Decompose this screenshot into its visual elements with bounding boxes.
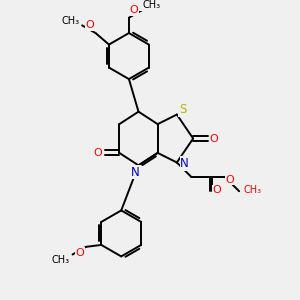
Text: CH₃: CH₃: [244, 185, 262, 195]
Text: O: O: [210, 134, 219, 143]
Text: O: O: [225, 175, 234, 185]
Text: N: N: [131, 166, 140, 178]
Text: CH₃: CH₃: [143, 0, 161, 10]
Text: CH₃: CH₃: [61, 16, 80, 26]
Text: O: O: [85, 20, 94, 30]
Text: O: O: [94, 148, 103, 158]
Text: O: O: [129, 5, 138, 15]
Text: CH₃: CH₃: [52, 255, 70, 265]
Text: O: O: [213, 185, 221, 195]
Text: O: O: [76, 248, 85, 258]
Text: N: N: [180, 157, 189, 170]
Text: S: S: [179, 103, 186, 116]
